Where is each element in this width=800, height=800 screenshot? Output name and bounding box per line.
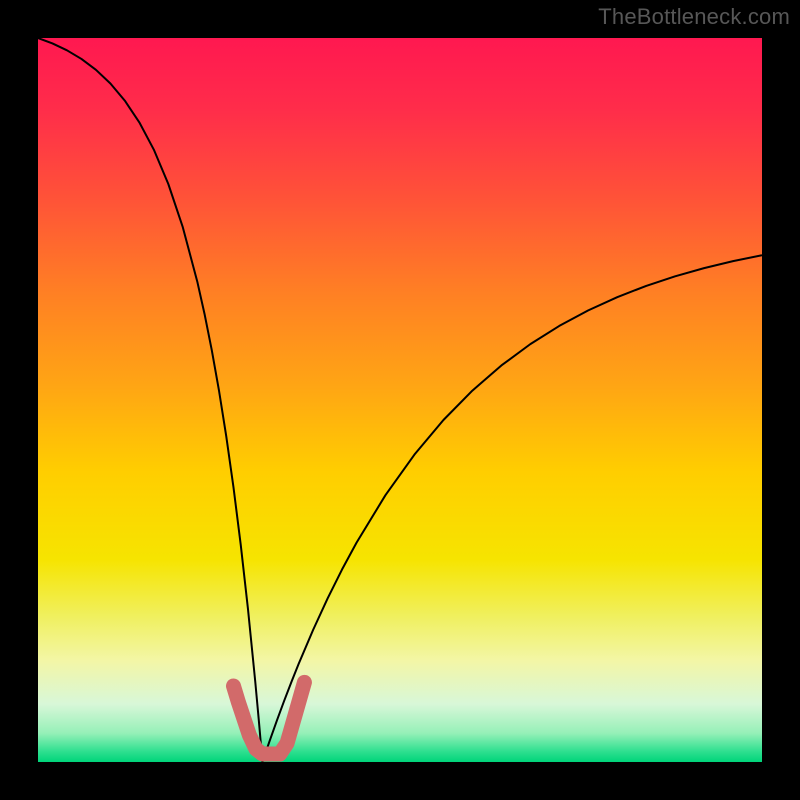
chart-svg: [38, 38, 762, 762]
plot-area: [38, 38, 762, 762]
watermark-text: TheBottleneck.com: [598, 4, 790, 30]
chart-root: TheBottleneck.com: [0, 0, 800, 800]
chart-background: [38, 38, 762, 762]
